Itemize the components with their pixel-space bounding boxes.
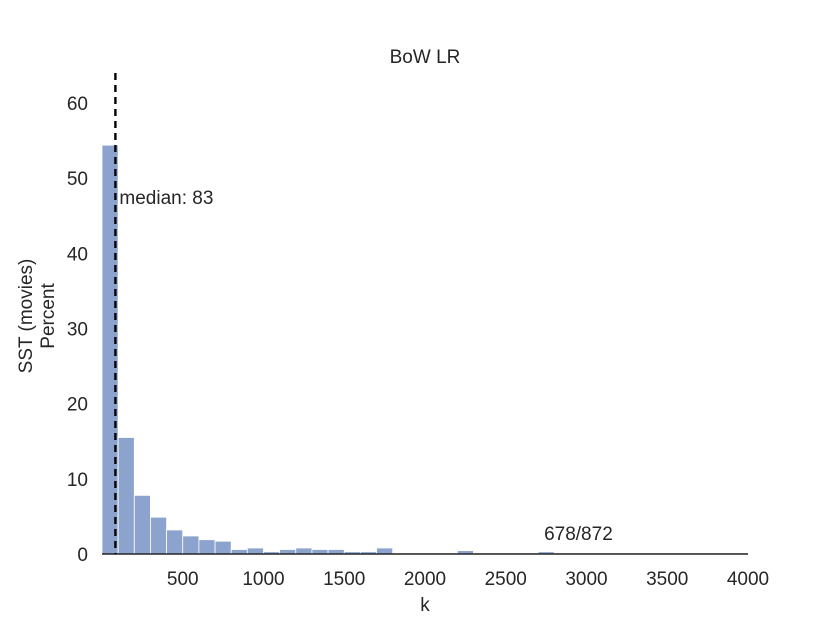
histogram-bar [133, 494, 151, 555]
x-tick-label: 3500 [646, 569, 688, 590]
y-axis-label: SST (movies) Percent [16, 259, 59, 374]
histogram-bar [246, 547, 264, 555]
histogram-bar [214, 540, 232, 555]
y-tick-label: 50 [67, 169, 88, 190]
histogram-bars [101, 144, 749, 555]
x-tick-label: 4000 [727, 569, 769, 590]
x-tick-label: 2000 [404, 569, 446, 590]
chart-title: BoW LR [390, 47, 461, 68]
histogram-bar [295, 547, 313, 555]
histogram-bar [376, 547, 394, 555]
histogram-bar [150, 516, 167, 555]
y-tick-label: 30 [67, 320, 88, 341]
histogram-bar [117, 437, 135, 555]
x-tick-label: 1000 [242, 569, 284, 590]
median-label: median: 83 [119, 188, 213, 209]
histogram-bar [198, 539, 216, 555]
x-tick-label: 2500 [485, 569, 527, 590]
count-annotation: 678/872 [544, 524, 613, 545]
x-tick-label: 500 [167, 569, 199, 590]
y-axis-label-line-2: Percent [38, 283, 59, 349]
histogram-bar [166, 529, 184, 555]
y-tick-labels: 0 10 20 30 40 50 60 [67, 94, 88, 566]
y-tick-label: 40 [67, 244, 88, 265]
y-axis-label-line-1: SST (movies) [16, 259, 37, 374]
x-tick-labels: 500 1000 1500 2000 2500 3000 3500 4000 [167, 569, 769, 590]
x-axis-label: k [420, 595, 430, 616]
y-tick-label: 60 [67, 94, 88, 115]
histogram-bar [182, 535, 200, 555]
y-tick-label: 10 [67, 470, 88, 491]
x-tick-label: 1500 [323, 569, 365, 590]
y-tick-label: 0 [77, 545, 88, 566]
y-tick-label: 20 [67, 395, 88, 416]
x-tick-label: 3000 [565, 569, 607, 590]
